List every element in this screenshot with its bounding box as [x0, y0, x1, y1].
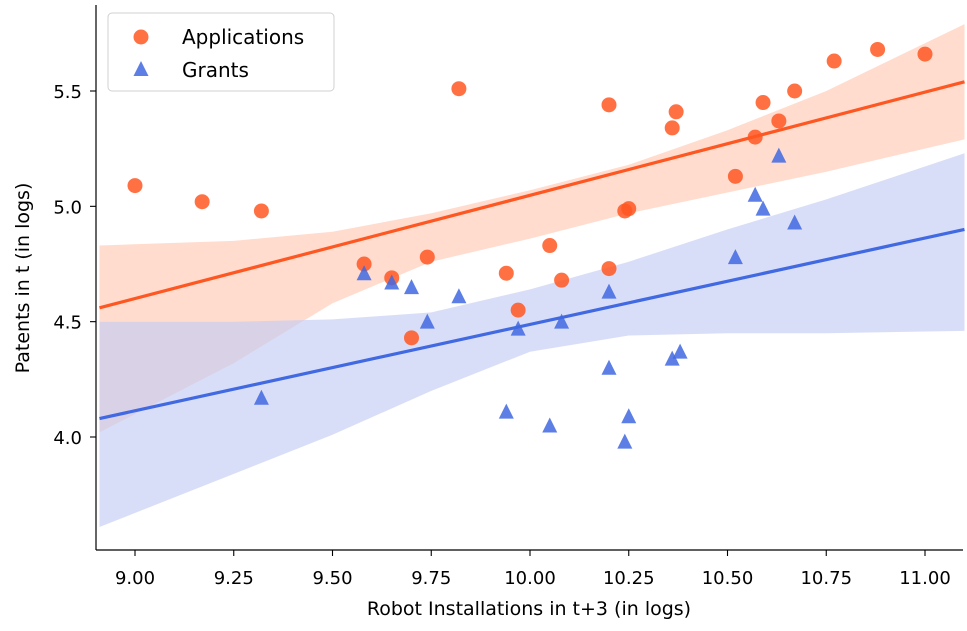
- x-tick-label: 9.75: [411, 568, 451, 589]
- grants-point: [419, 313, 435, 329]
- x-tick-label: 10.50: [702, 568, 754, 589]
- regression-lines: [99, 80, 965, 421]
- applications-point: [664, 120, 680, 136]
- data-points: [127, 41, 933, 449]
- legend-frame: [107, 12, 335, 92]
- grants-point: [554, 313, 570, 329]
- grants-point: [727, 249, 743, 265]
- grants-point: [621, 408, 637, 424]
- grants-point: [498, 403, 514, 419]
- grants-point: [451, 288, 467, 304]
- x-tick-label: 9.50: [312, 568, 352, 589]
- legend-grants-marker: [133, 61, 149, 76]
- applications-point: [870, 41, 886, 57]
- applications-point: [826, 53, 842, 69]
- applications-point: [419, 249, 435, 265]
- applications-fit-line: [99, 80, 965, 310]
- grants-point: [771, 147, 787, 163]
- legend-applications-marker: [133, 29, 149, 45]
- grants-point: [356, 265, 372, 281]
- y-tick-label: 5.0: [53, 197, 82, 218]
- applications-point: [554, 272, 570, 288]
- applications-point: [510, 302, 526, 318]
- x-axis-label: Robot Installations in t+3 (in logs): [367, 598, 691, 620]
- applications-point: [601, 97, 617, 113]
- applications-point: [194, 194, 210, 210]
- applications-point: [404, 330, 419, 346]
- applications-confidence-band: [99, 24, 965, 433]
- grants-confidence-band: [99, 153, 965, 528]
- x-tick-label: 9.25: [214, 568, 254, 589]
- legend-grants-label: Grants: [182, 58, 249, 82]
- grants-point: [384, 274, 400, 290]
- applications-point: [542, 238, 558, 254]
- x-tick-label: 10.75: [800, 568, 852, 589]
- applications-point: [917, 46, 933, 62]
- applications-point: [621, 201, 637, 217]
- y-tick-label: 5.5: [53, 82, 82, 103]
- grants-point: [253, 389, 269, 405]
- grants-point: [617, 433, 633, 449]
- x-ticks: 9.00 9.25 9.50 9.75 10.00 10.25 10.50 10.75 11.0…: [115, 550, 951, 589]
- applications-point: [253, 203, 269, 219]
- applications-point: [127, 178, 143, 194]
- applications-point: [498, 265, 514, 281]
- applications-point: [755, 95, 771, 111]
- x-tick-label: 9.00: [115, 568, 155, 589]
- grants-point: [601, 283, 617, 299]
- legend-applications-label: Applications: [182, 25, 304, 49]
- grants-point: [542, 417, 558, 433]
- grants-point: [755, 200, 771, 216]
- applications-point: [451, 81, 467, 97]
- grants-point: [510, 320, 526, 336]
- applications-point: [727, 168, 743, 184]
- y-tick-label: 4.0: [53, 428, 82, 449]
- grants-point: [664, 350, 680, 366]
- applications-point: [771, 113, 787, 129]
- grants-point: [672, 343, 688, 359]
- applications-point: [787, 83, 803, 99]
- confidence-bands: [99, 24, 965, 528]
- x-tick-label: 10.25: [603, 568, 655, 589]
- applications-point: [747, 129, 763, 145]
- y-tick-label: 4.5: [53, 313, 82, 334]
- grants-fit-line: [99, 227, 965, 421]
- applications-point: [668, 104, 684, 120]
- applications-point: [601, 261, 617, 277]
- x-tick-label: 10.00: [504, 568, 556, 589]
- legend: Applications Grants: [107, 12, 335, 92]
- grants-point: [404, 279, 419, 295]
- grants-point: [601, 359, 617, 375]
- x-tick-label: 11.00: [899, 568, 951, 589]
- y-axis-label: Patents in t (in logs): [12, 183, 34, 374]
- grants-point: [747, 186, 763, 202]
- y-ticks: 4.0 4.5 5.0 5.5: [53, 82, 96, 449]
- applications-point: [356, 256, 372, 272]
- grants-point: [787, 214, 803, 230]
